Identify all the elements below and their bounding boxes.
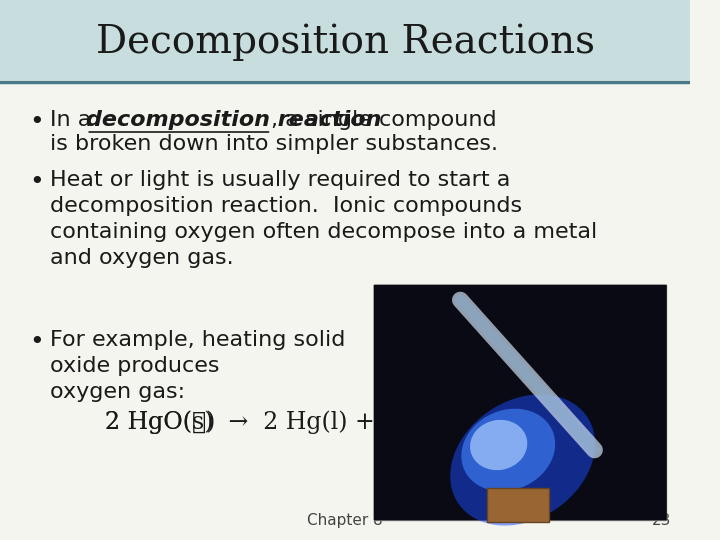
FancyBboxPatch shape: [374, 285, 667, 521]
Ellipse shape: [462, 409, 555, 491]
Text: Heat or light is usually required to start a: Heat or light is usually required to sta…: [50, 170, 510, 190]
Text: 2 HgO(s)  →  2 Hg(l) + O: 2 HgO(s) → 2 Hg(l) + O: [106, 410, 402, 434]
Text: , a single compound: , a single compound: [271, 110, 497, 130]
Text: •: •: [29, 330, 43, 354]
Text: decomposition reaction: decomposition reaction: [86, 110, 382, 130]
Ellipse shape: [450, 394, 595, 525]
Text: Chapter 8: Chapter 8: [307, 513, 383, 528]
Text: Decomposition Reactions: Decomposition Reactions: [96, 23, 595, 60]
Text: is broken down into simpler substances.: is broken down into simpler substances.: [50, 134, 498, 154]
Text: containing oxygen often decompose into a metal: containing oxygen often decompose into a…: [50, 222, 597, 242]
Text: 2 HgO(ℓ): 2 HgO(ℓ): [106, 410, 216, 434]
Text: decomposition reaction.  Ionic compounds: decomposition reaction. Ionic compounds: [50, 196, 522, 216]
Text: •: •: [29, 170, 43, 194]
Text: In a: In a: [50, 110, 99, 130]
FancyBboxPatch shape: [0, 0, 690, 80]
Text: (g): (g): [397, 410, 431, 434]
Ellipse shape: [470, 420, 527, 470]
Text: and oxygen gas.: and oxygen gas.: [50, 248, 233, 268]
FancyBboxPatch shape: [487, 488, 549, 522]
Text: oxide produces                       mercu: oxide produces mercu: [50, 356, 454, 376]
Text: For example, heating solid: For example, heating solid: [50, 330, 346, 350]
Text: •: •: [29, 110, 43, 134]
Text: oxygen gas:: oxygen gas:: [50, 382, 185, 402]
Text: 23: 23: [652, 513, 671, 528]
FancyBboxPatch shape: [374, 285, 667, 520]
Text: 2: 2: [387, 416, 399, 434]
